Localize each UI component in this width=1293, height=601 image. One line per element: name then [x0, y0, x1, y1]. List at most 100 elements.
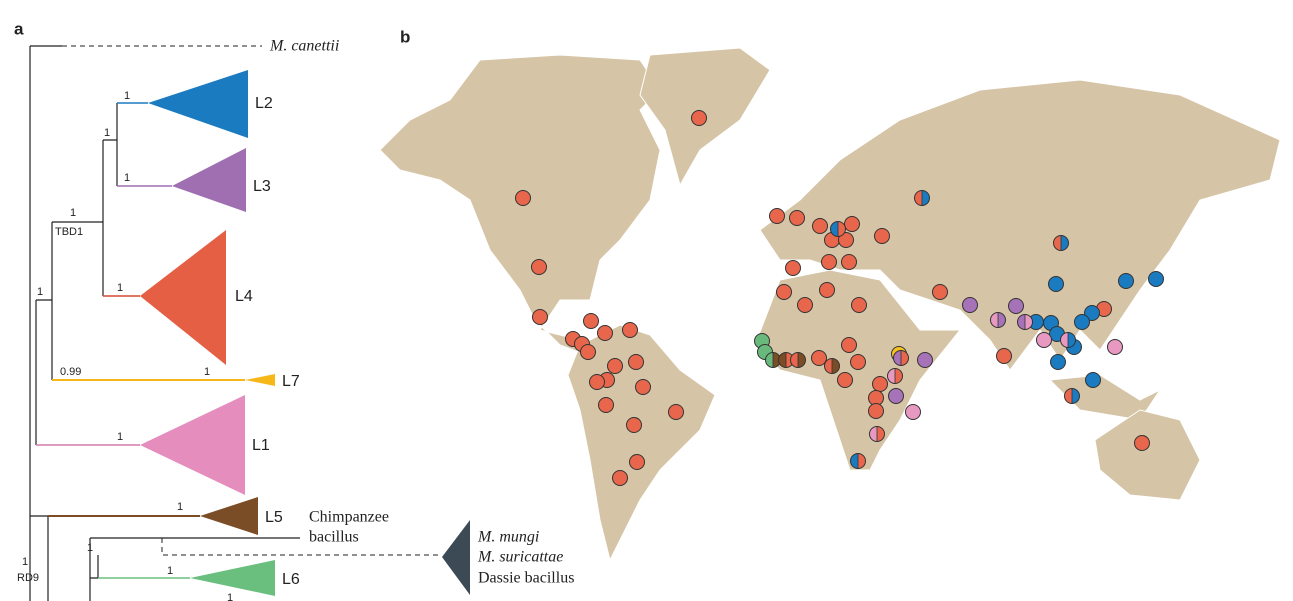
site-marker: [996, 348, 1012, 364]
site-marker: [905, 404, 921, 420]
lineage-label: L2: [255, 95, 273, 112]
site-marker: [872, 376, 888, 392]
lineage-label: L3: [253, 178, 271, 195]
site-marker: [858, 453, 866, 469]
site-marker: [1017, 314, 1025, 330]
site-marker: [901, 350, 909, 366]
support-value: 1: [124, 172, 130, 184]
lineage-label: L4: [235, 288, 253, 305]
site-marker: [612, 470, 628, 486]
support-value: 1: [167, 565, 173, 577]
site-marker: [837, 372, 853, 388]
site-marker: [622, 322, 638, 338]
site-marker: [531, 259, 547, 275]
site-marker: [998, 312, 1006, 328]
tree: [29, 45, 470, 601]
support-value: 1: [87, 542, 93, 554]
support-value: 1: [117, 282, 123, 294]
outgroup-label: M. canettii: [269, 38, 339, 55]
site-marker: [580, 344, 596, 360]
panel-label: a: [14, 19, 24, 38]
site-marker: [1025, 314, 1033, 330]
site-marker: [869, 426, 877, 442]
site-marker: [769, 208, 785, 224]
site-marker: [1053, 235, 1061, 251]
lineage-label: L5: [265, 509, 283, 526]
support-value: 1: [227, 592, 233, 601]
site-marker: [1085, 372, 1101, 388]
site-marker: [797, 297, 813, 313]
site-marker: [838, 232, 854, 248]
site-marker: [917, 352, 933, 368]
site-marker: [832, 358, 840, 374]
site-marker: [1036, 332, 1052, 348]
site-marker: [629, 454, 645, 470]
site-marker: [830, 221, 838, 237]
site-marker: [598, 397, 614, 413]
site-marker: [1118, 273, 1134, 289]
site-marker: [851, 297, 867, 313]
panel-label: b: [400, 27, 410, 46]
site-marker: [790, 352, 798, 368]
support-value: 1: [204, 366, 210, 378]
site-marker: [914, 190, 922, 206]
site-marker: [838, 221, 846, 237]
site-marker: [1050, 354, 1066, 370]
marker-label: RD9: [17, 572, 39, 584]
site-marker: [589, 374, 605, 390]
support-value: 1: [37, 286, 43, 298]
site-marker: [1061, 235, 1069, 251]
species-label: Chimpanzee: [309, 509, 389, 526]
site-marker: [798, 352, 806, 368]
support-value: 1: [117, 431, 123, 443]
marker-label: TBD1: [55, 226, 83, 238]
site-marker: [776, 284, 792, 300]
site-marker: [778, 352, 786, 368]
site-marker: [893, 350, 901, 366]
support-value: 0.99: [60, 366, 81, 378]
lineage-label: L7: [282, 373, 300, 390]
site-marker: [597, 325, 613, 341]
world-map: [379, 47, 1281, 562]
site-marker: [1074, 314, 1090, 330]
support-value: 1: [70, 207, 76, 219]
lineage-label: L6: [282, 571, 300, 588]
site-marker: [850, 453, 858, 469]
site-marker: [785, 260, 801, 276]
site-marker: [1072, 388, 1080, 404]
site-marker: [1048, 276, 1064, 292]
site-marker: [812, 218, 828, 234]
site-marker: [628, 354, 644, 370]
site-marker: [990, 312, 998, 328]
site-marker: [841, 337, 857, 353]
site-marker: [877, 426, 885, 442]
site-marker: [1107, 339, 1123, 355]
site-marker: [789, 210, 805, 226]
site-marker: [765, 352, 773, 368]
site-marker: [1148, 271, 1164, 287]
support-value: 1: [22, 556, 28, 568]
site-marker: [811, 350, 827, 366]
site-marker: [821, 254, 837, 270]
site-marker: [607, 358, 623, 374]
site-marker: [888, 388, 904, 404]
site-marker: [922, 190, 930, 206]
support-value: 1: [177, 501, 183, 513]
site-marker: [850, 354, 866, 370]
site-marker: [824, 358, 832, 374]
species-label: Dassie bacillus: [478, 570, 574, 587]
site-marker: [691, 110, 707, 126]
support-value: 1: [124, 90, 130, 102]
site-marker: [773, 352, 781, 368]
site-marker: [932, 284, 948, 300]
site-marker: [515, 190, 531, 206]
site-marker: [635, 379, 651, 395]
support-value: 1: [104, 127, 110, 139]
site-marker: [1060, 332, 1068, 348]
site-marker: [874, 228, 890, 244]
site-marker: [819, 282, 835, 298]
species-label: M. mungi: [477, 529, 539, 546]
species-label: M. suricattae: [477, 549, 563, 566]
site-marker: [532, 309, 548, 325]
